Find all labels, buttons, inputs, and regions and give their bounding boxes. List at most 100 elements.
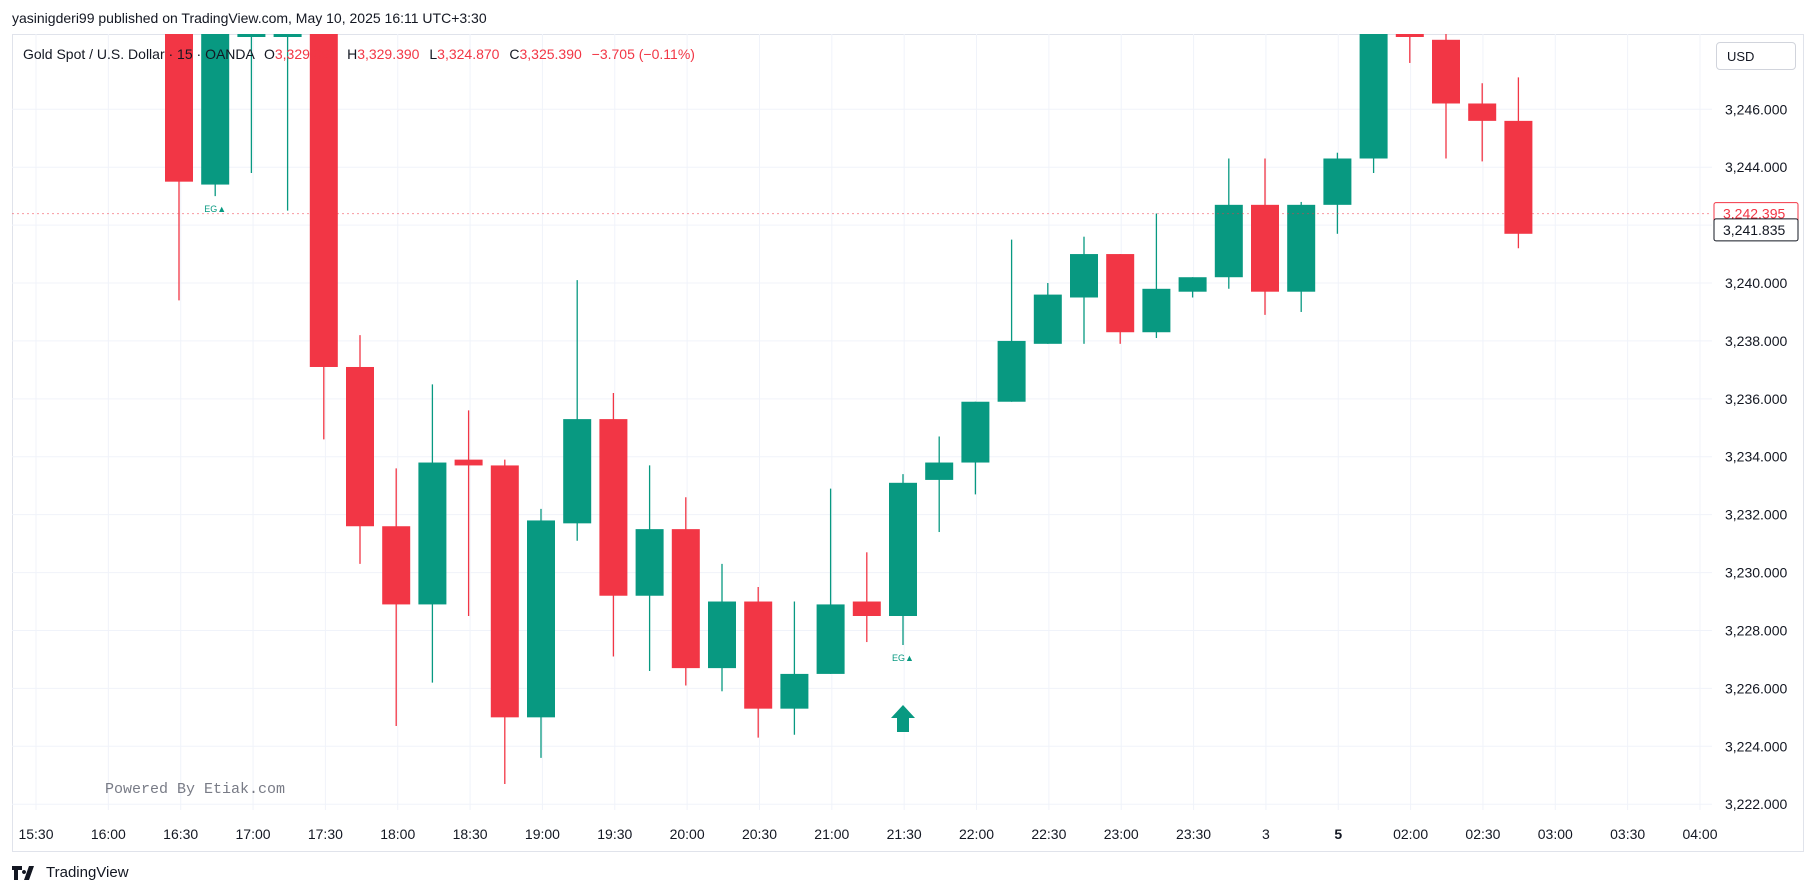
watermark-text: Powered By Etiak.com [105, 781, 285, 798]
x-tick-label: 23:30 [1176, 826, 1211, 842]
x-tick-label: 04:00 [1682, 826, 1717, 842]
tradingview-footer[interactable]: TradingView [12, 864, 129, 881]
candle [1323, 152, 1352, 234]
x-tick-label: 17:30 [308, 826, 343, 842]
x-tick-label: 22:00 [959, 826, 994, 842]
candle [1106, 254, 1135, 344]
candle-body [1468, 103, 1497, 121]
candle [1504, 77, 1533, 249]
candle-body [1504, 120, 1533, 234]
candle [382, 468, 411, 727]
candle-body [780, 673, 809, 709]
x-tick-label: 21:30 [887, 826, 922, 842]
publisher-line: yasinigderi99 published on TradingView.c… [12, 10, 487, 26]
candle-body [635, 529, 664, 596]
price-label-text: 3,241.835 [1723, 222, 1785, 238]
candle [527, 508, 555, 758]
x-tick-label: 20:30 [742, 826, 777, 842]
candle [599, 393, 628, 657]
candle-body [708, 601, 736, 669]
candle [744, 587, 773, 738]
markers: EG▲ EG▲ Powered By Etiak.com [105, 204, 915, 798]
signal-label: EG▲ [204, 204, 226, 214]
x-tick-label: 15:30 [18, 826, 53, 842]
low-label: L [429, 46, 438, 62]
candle [490, 459, 519, 784]
y-tick-label: 3,234.000 [1725, 449, 1787, 465]
candle [563, 280, 592, 541]
grid-lines [12, 34, 1712, 810]
candle [1214, 158, 1243, 289]
candle-body [1395, 34, 1424, 37]
price-label-box [1713, 218, 1799, 242]
candle-body [1070, 254, 1098, 298]
candle-body [237, 34, 266, 37]
candle-body [454, 459, 483, 466]
candle-body [1142, 288, 1171, 333]
candle-body [889, 482, 917, 616]
candle [925, 436, 954, 533]
candle [961, 401, 990, 495]
y-tick-label: 3,226.000 [1725, 680, 1787, 696]
symbol-legend: Gold Spot / U.S. Dollar · 15 · OANDA O 3,… [23, 46, 695, 62]
x-tick-label: 3 [1262, 826, 1270, 842]
y-tick-label: 3,230.000 [1725, 565, 1787, 581]
x-tick-label: 03:00 [1538, 826, 1573, 842]
x-tick-label: 02:30 [1465, 826, 1500, 842]
candle-body [1359, 34, 1388, 159]
candle-body [490, 465, 519, 718]
candle [1142, 213, 1171, 339]
candle [273, 34, 302, 211]
candle-body [165, 34, 193, 182]
close-value: 3,325.390 [519, 46, 582, 62]
candle-body [563, 419, 592, 524]
y-tick-label: 3,246.000 [1725, 101, 1787, 117]
candle [1070, 236, 1098, 344]
x-tick-label: 16:30 [163, 826, 198, 842]
change-value: −3.705 (−0.11%) [591, 46, 695, 62]
candle-body [599, 419, 628, 596]
candle [1033, 283, 1062, 344]
open-label: O [263, 46, 275, 62]
x-tick-label: 19:30 [597, 826, 632, 842]
candle [346, 335, 374, 564]
close-label: C [509, 46, 520, 62]
symbol-name[interactable]: Gold Spot / U.S. Dollar · 15 · OANDA [23, 46, 255, 62]
currency-button[interactable]: USD [1716, 42, 1796, 70]
candle [816, 488, 845, 674]
candle-body [1106, 254, 1135, 333]
candle-body [816, 604, 845, 674]
x-tick-label: 03:30 [1610, 826, 1645, 842]
candle-body [961, 401, 990, 463]
y-tick-label: 3,244.000 [1725, 159, 1787, 175]
x-tick-label: 22:30 [1031, 826, 1066, 842]
candle [708, 563, 736, 692]
candle [1395, 34, 1424, 63]
x-tick-label: 17:00 [236, 826, 271, 842]
y-tick-label: 3,224.000 [1725, 738, 1787, 754]
tradingview-logo-icon [12, 865, 34, 880]
candle [780, 601, 809, 735]
x-tick-label: 19:00 [525, 826, 560, 842]
candle-body [1287, 204, 1316, 292]
x-tick-label: 18:30 [453, 826, 488, 842]
candle [237, 34, 266, 173]
x-tick-label: 18:00 [380, 826, 415, 842]
candle-body [273, 34, 302, 37]
high-label: H [347, 46, 358, 62]
candle-body [1323, 158, 1352, 205]
candle [454, 410, 483, 616]
candle [1287, 201, 1316, 312]
candle-body [1178, 277, 1207, 292]
candle [1432, 34, 1460, 159]
candle-body [852, 601, 881, 616]
x-tick-label: 20:00 [670, 826, 705, 842]
candles [165, 34, 1533, 784]
y-tick-label: 3,222.000 [1725, 796, 1787, 812]
candle [1251, 158, 1279, 315]
candle-body [744, 601, 773, 709]
y-tick-label: 3,228.000 [1725, 622, 1787, 638]
x-tick-label: 02:00 [1393, 826, 1428, 842]
